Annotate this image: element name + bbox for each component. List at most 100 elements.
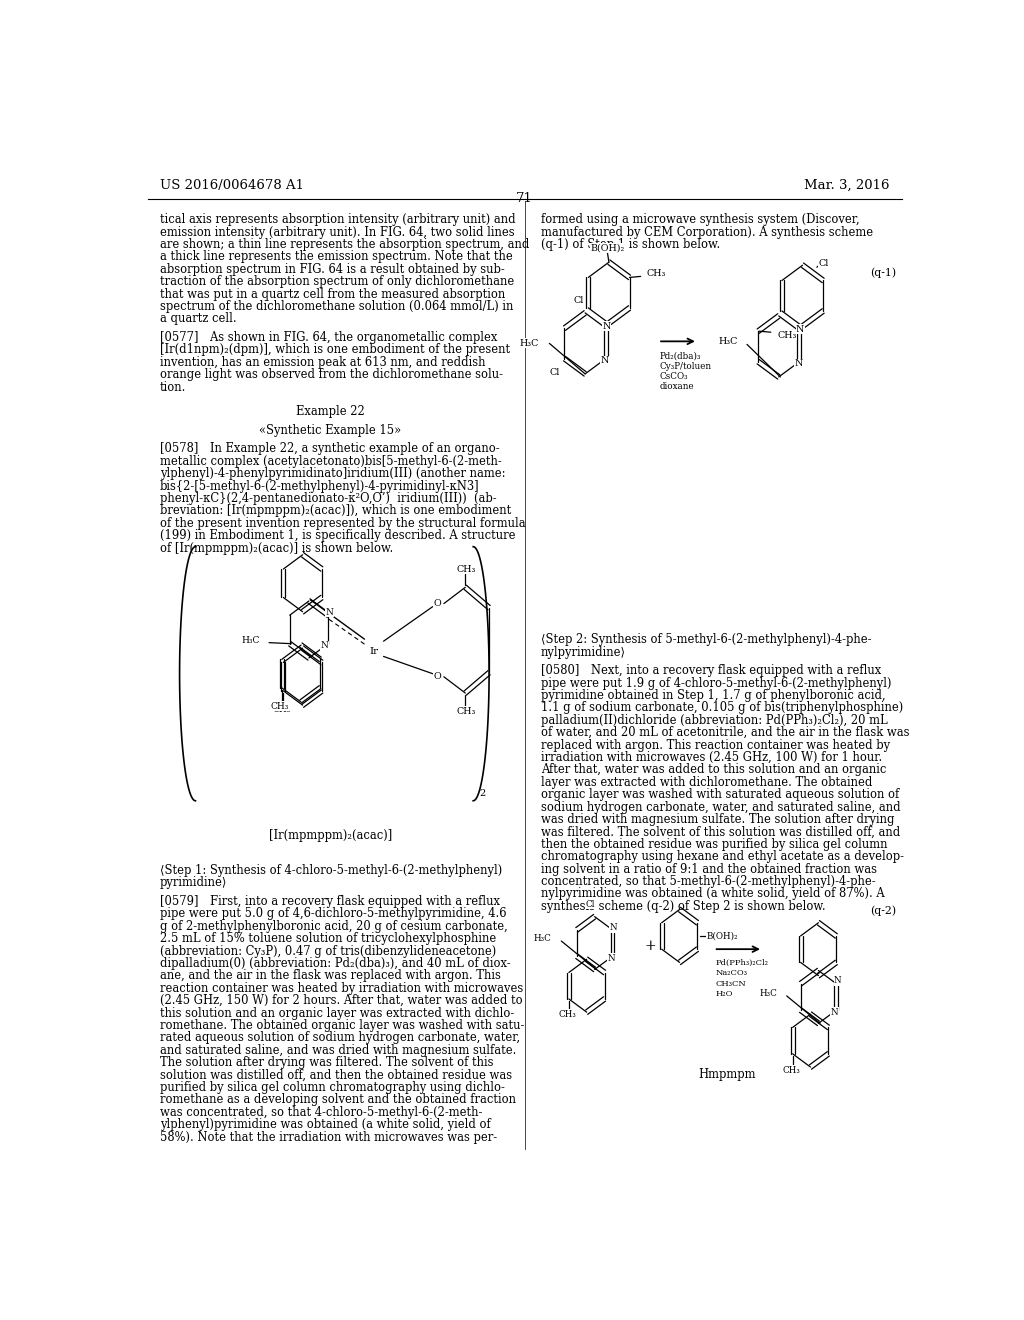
- Text: pipe were put 5.0 g of 4,6-dichloro-5-methylpyrimidine, 4.6: pipe were put 5.0 g of 4,6-dichloro-5-me…: [160, 907, 506, 920]
- Text: O: O: [433, 672, 441, 681]
- Text: H₃C: H₃C: [534, 935, 552, 944]
- Text: was filtered. The solvent of this solution was distilled off, and: was filtered. The solvent of this soluti…: [541, 825, 900, 838]
- Text: was dried with magnesium sulfate. The solution after drying: was dried with magnesium sulfate. The so…: [541, 813, 894, 826]
- Text: sodium hydrogen carbonate, water, and saturated saline, and: sodium hydrogen carbonate, water, and sa…: [541, 801, 900, 813]
- Text: N: N: [609, 923, 617, 932]
- Text: O: O: [433, 599, 441, 609]
- Text: metallic complex (acetylacetonato)bis[5-methyl-6-(2-meth-: metallic complex (acetylacetonato)bis[5-…: [160, 455, 502, 467]
- Text: are shown; a thin line represents the absorption spectrum, and: are shown; a thin line represents the ab…: [160, 238, 529, 251]
- Text: romethane. The obtained organic layer was washed with satu-: romethane. The obtained organic layer wa…: [160, 1019, 524, 1032]
- Text: phenyl-κC}(2,4-pentanedionato-κ²O,O’)  iridium(III))  (ab-: phenyl-κC}(2,4-pentanedionato-κ²O,O’) ir…: [160, 492, 497, 506]
- Text: bis{2-[5-methyl-6-(2-methylphenyl)-4-pyrimidinyl-κN3]: bis{2-[5-methyl-6-(2-methylphenyl)-4-pyr…: [160, 479, 479, 492]
- Text: Pd(PPh₃)₂Cl₂: Pd(PPh₃)₂Cl₂: [715, 960, 768, 968]
- Text: B(OH)₂: B(OH)₂: [707, 932, 738, 940]
- Text: ⟨Step 1: Synthesis of 4-chloro-5-methyl-6-(2-methylphenyl): ⟨Step 1: Synthesis of 4-chloro-5-methyl-…: [160, 865, 502, 876]
- Text: CH₃CN: CH₃CN: [715, 979, 746, 987]
- Text: (q-1) of Step 1 is shown below.: (q-1) of Step 1 is shown below.: [541, 238, 720, 251]
- Text: that was put in a quartz cell from the measured absorption: that was put in a quartz cell from the m…: [160, 288, 505, 301]
- Text: N: N: [830, 1007, 839, 1016]
- Text: tical axis represents absorption intensity (arbitrary unit) and: tical axis represents absorption intensi…: [160, 214, 515, 226]
- Text: nylpyrimidine was obtained (a white solid, yield of 87%). A: nylpyrimidine was obtained (a white soli…: [541, 887, 885, 900]
- Text: Example 22: Example 22: [296, 405, 365, 418]
- Text: breviation: [Ir(mpmppm)₂(acac)]), which is one embodiment: breviation: [Ir(mpmppm)₂(acac)]), which …: [160, 504, 511, 517]
- Text: N: N: [321, 642, 328, 651]
- Text: 58%). Note that the irradiation with microwaves was per-: 58%). Note that the irradiation with mic…: [160, 1131, 497, 1143]
- Text: N: N: [796, 325, 804, 334]
- Text: ylphenyl)-4-phenylpyrimidinato]iridium(III) (another name:: ylphenyl)-4-phenylpyrimidinato]iridium(I…: [160, 467, 505, 480]
- Text: Cl: Cl: [573, 296, 584, 305]
- Text: CH₃: CH₃: [272, 705, 291, 714]
- Text: dipalladium(0) (abbreviation: Pd₂(dba)₃), and 40 mL of diox-: dipalladium(0) (abbreviation: Pd₂(dba)₃)…: [160, 957, 510, 970]
- Text: solution was distilled off, and then the obtained residue was: solution was distilled off, and then the…: [160, 1069, 512, 1081]
- Text: of [Ir(mpmppm)₂(acac)] is shown below.: of [Ir(mpmppm)₂(acac)] is shown below.: [160, 541, 393, 554]
- Text: pyrimidine obtained in Step 1, 1.7 g of phenylboronic acid,: pyrimidine obtained in Step 1, 1.7 g of …: [541, 689, 886, 702]
- Text: 1.1 g of sodium carbonate, 0.105 g of bis(triphenylphosphine): 1.1 g of sodium carbonate, 0.105 g of bi…: [541, 701, 903, 714]
- Text: [Ir(mpmppm)₂(acac)]: [Ir(mpmppm)₂(acac)]: [268, 829, 392, 842]
- Text: g of 2-methylphenylboronic acid, 20 g of cesium carbonate,: g of 2-methylphenylboronic acid, 20 g of…: [160, 920, 508, 933]
- Text: CH₃: CH₃: [777, 331, 797, 339]
- Text: chromatography using hexane and ethyl acetate as a develop-: chromatography using hexane and ethyl ac…: [541, 850, 903, 863]
- Text: N: N: [608, 954, 615, 962]
- Text: orange light was observed from the dichloromethane solu-: orange light was observed from the dichl…: [160, 368, 503, 381]
- Text: N: N: [601, 356, 609, 366]
- Text: (q-2): (q-2): [870, 906, 896, 916]
- Text: concentrated, so that 5-methyl-6-(2-methylphenyl)-4-phe-: concentrated, so that 5-methyl-6-(2-meth…: [541, 875, 876, 888]
- Text: purified by silica gel column chromatography using dichlo-: purified by silica gel column chromatogr…: [160, 1081, 505, 1094]
- Text: 71: 71: [516, 191, 534, 205]
- Text: CH₃: CH₃: [558, 1010, 577, 1019]
- Text: 2: 2: [479, 788, 485, 797]
- Text: H₃C: H₃C: [718, 337, 737, 346]
- Text: emission intensity (arbitrary unit). In FIG. 64, two solid lines: emission intensity (arbitrary unit). In …: [160, 226, 514, 239]
- Text: Pd₂(dba)₃: Pd₂(dba)₃: [659, 351, 701, 360]
- Text: Hmpmpm: Hmpmpm: [698, 1068, 756, 1081]
- Text: rated aqueous solution of sodium hydrogen carbonate, water,: rated aqueous solution of sodium hydroge…: [160, 1031, 520, 1044]
- Text: irradiation with microwaves (2.45 GHz, 100 W) for 1 hour.: irradiation with microwaves (2.45 GHz, 1…: [541, 751, 882, 764]
- Text: N: N: [326, 607, 334, 616]
- Text: Na₂CO₃: Na₂CO₃: [715, 969, 748, 978]
- Text: was concentrated, so that 4-chloro-5-methyl-6-(2-meth-: was concentrated, so that 4-chloro-5-met…: [160, 1106, 482, 1119]
- Text: Cy₃P/toluen: Cy₃P/toluen: [659, 362, 712, 371]
- Text: a thick line represents the emission spectrum. Note that the: a thick line represents the emission spe…: [160, 251, 512, 264]
- Text: manufactured by CEM Corporation). A synthesis scheme: manufactured by CEM Corporation). A synt…: [541, 226, 872, 239]
- Text: CH₃: CH₃: [647, 269, 667, 277]
- Text: [Ir(d1npm)₂(dpm)], which is one embodiment of the present: [Ir(d1npm)₂(dpm)], which is one embodime…: [160, 343, 510, 356]
- Text: and saturated saline, and was dried with magnesium sulfate.: and saturated saline, and was dried with…: [160, 1044, 516, 1057]
- Text: After that, water was added to this solution and an organic: After that, water was added to this solu…: [541, 763, 886, 776]
- Text: romethane as a developing solvent and the obtained fraction: romethane as a developing solvent and th…: [160, 1093, 516, 1106]
- Text: replaced with argon. This reaction container was heated by: replaced with argon. This reaction conta…: [541, 739, 890, 751]
- Text: [0579] First, into a recovery flask equipped with a reflux: [0579] First, into a recovery flask equi…: [160, 895, 500, 908]
- Text: synthesis scheme (q-2) of Step 2 is shown below.: synthesis scheme (q-2) of Step 2 is show…: [541, 900, 825, 913]
- Text: reaction container was heated by irradiation with microwaves: reaction container was heated by irradia…: [160, 982, 523, 995]
- Text: spectrum of the dichloromethane solution (0.064 mmol/L) in: spectrum of the dichloromethane solution…: [160, 300, 513, 313]
- Text: of water, and 20 mL of acetonitrile, and the air in the flask was: of water, and 20 mL of acetonitrile, and…: [541, 726, 909, 739]
- Text: dioxane: dioxane: [659, 381, 694, 391]
- Text: a quartz cell.: a quartz cell.: [160, 313, 237, 326]
- Text: Cl: Cl: [818, 259, 828, 268]
- Text: layer was extracted with dichloromethane. The obtained: layer was extracted with dichloromethane…: [541, 776, 872, 789]
- Text: this solution and an organic layer was extracted with dichlo-: this solution and an organic layer was e…: [160, 1007, 514, 1019]
- Text: H₃C: H₃C: [759, 990, 777, 998]
- Text: (199) in Embodiment 1, is specifically described. A structure: (199) in Embodiment 1, is specifically d…: [160, 529, 515, 543]
- Text: tion.: tion.: [160, 380, 186, 393]
- Text: CH₃: CH₃: [782, 1065, 800, 1074]
- Text: pipe were put 1.9 g of 4-chloro-5-methyl-6-(2-methylphenyl): pipe were put 1.9 g of 4-chloro-5-methyl…: [541, 677, 891, 689]
- Text: (q-1): (q-1): [870, 267, 896, 277]
- Text: palladium(II)dichloride (abbreviation: Pd(PPh₃)₂Cl₂), 20 mL: palladium(II)dichloride (abbreviation: P…: [541, 714, 888, 727]
- Text: [0578] In Example 22, a synthetic example of an organo-: [0578] In Example 22, a synthetic exampl…: [160, 442, 500, 455]
- Text: of the present invention represented by the structural formula: of the present invention represented by …: [160, 517, 525, 529]
- Text: +: +: [644, 939, 656, 953]
- Text: CH₃: CH₃: [271, 702, 290, 710]
- Text: Mar. 3, 2016: Mar. 3, 2016: [805, 178, 890, 191]
- Text: organic layer was washed with saturated aqueous solution of: organic layer was washed with saturated …: [541, 788, 899, 801]
- Text: ing solvent in a ratio of 9:1 and the obtained fraction was: ing solvent in a ratio of 9:1 and the ob…: [541, 863, 877, 875]
- Text: (2.45 GHz, 150 W) for 2 hours. After that, water was added to: (2.45 GHz, 150 W) for 2 hours. After tha…: [160, 994, 522, 1007]
- Text: invention, has an emission peak at 613 nm, and reddish: invention, has an emission peak at 613 n…: [160, 356, 485, 368]
- Text: traction of the absorption spectrum of only dichloromethane: traction of the absorption spectrum of o…: [160, 276, 514, 288]
- Text: ylphenyl)pyrimidine was obtained (a white solid, yield of: ylphenyl)pyrimidine was obtained (a whit…: [160, 1118, 490, 1131]
- Text: (abbreviation: Cy₃P), 0.47 g of tris(dibenzylideneacetone): (abbreviation: Cy₃P), 0.47 g of tris(dib…: [160, 945, 496, 957]
- Text: then the obtained residue was purified by silica gel column: then the obtained residue was purified b…: [541, 838, 887, 851]
- Text: formed using a microwave synthesis system (Discover,: formed using a microwave synthesis syste…: [541, 214, 859, 226]
- Text: 2.5 mL of 15% toluene solution of tricyclohexylphosphine: 2.5 mL of 15% toluene solution of tricyc…: [160, 932, 496, 945]
- Text: ⟨Step 2: Synthesis of 5-methyl-6-(2-methylphenyl)-4-phe-: ⟨Step 2: Synthesis of 5-methyl-6-(2-meth…: [541, 634, 871, 647]
- Text: [0577] As shown in FIG. 64, the organometallic complex: [0577] As shown in FIG. 64, the organome…: [160, 331, 497, 345]
